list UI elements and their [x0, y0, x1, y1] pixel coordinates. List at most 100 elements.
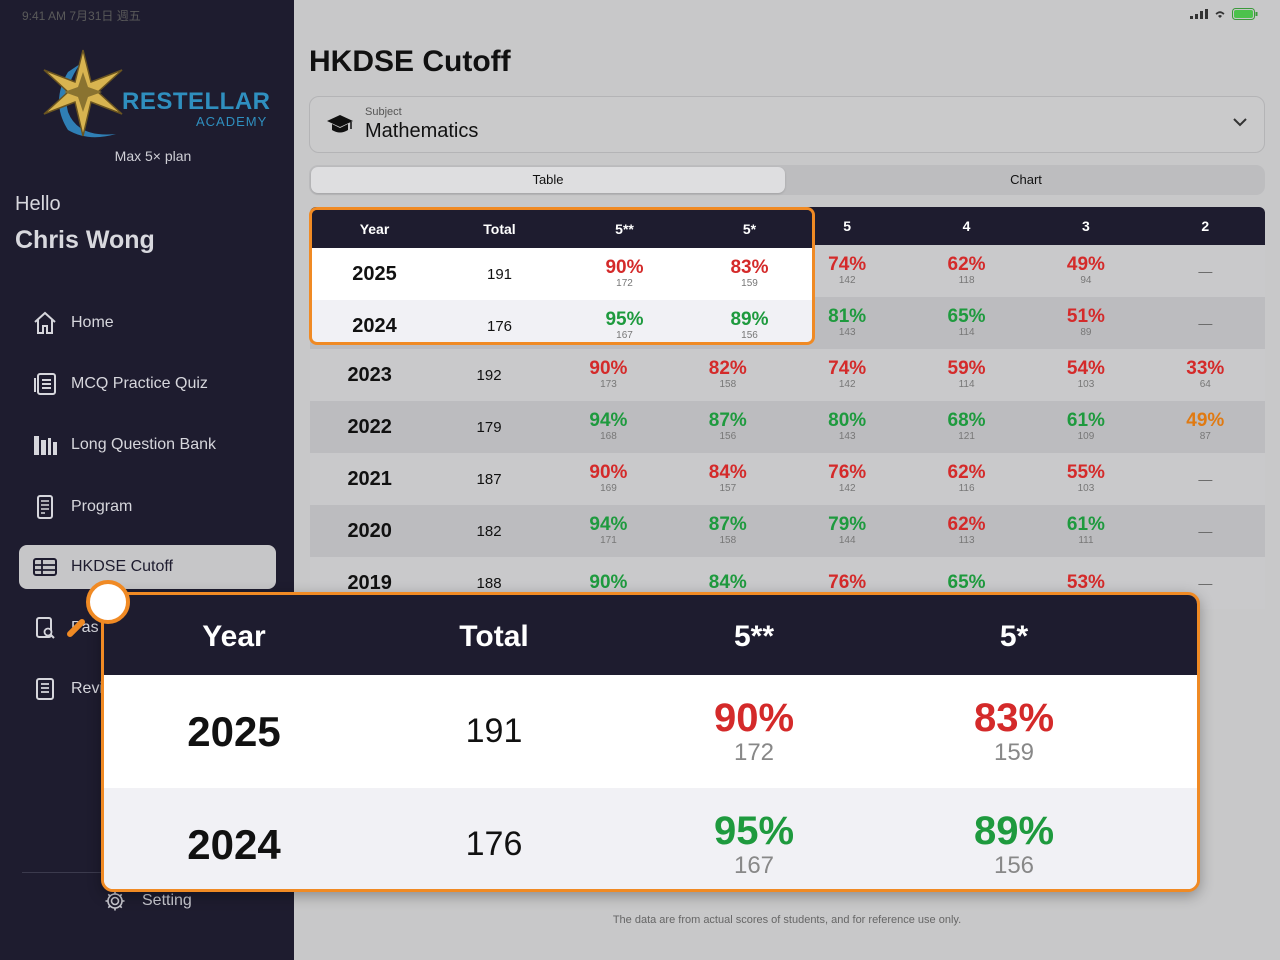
column-header: Total — [459, 620, 529, 653]
view-segmented-control: Table Chart — [309, 165, 1265, 195]
grade-percent: 62% — [947, 462, 986, 483]
grade-cell: 51% 89 — [1026, 297, 1145, 349]
home-icon — [19, 311, 71, 335]
grade-cell: 90%172 — [624, 675, 884, 788]
sidebar-item-hkdse-cutoff[interactable]: HKDSE Cutoff — [19, 545, 276, 589]
grade-percent: 76% — [828, 572, 867, 593]
grade-score: 159 — [741, 278, 758, 289]
grade-cell: 76% 142 — [788, 453, 907, 505]
grade-cell: 49% 94 — [1026, 245, 1145, 297]
total-cell: 187 — [476, 470, 502, 488]
grade-cell: 74% 142 — [788, 349, 907, 401]
grade-percent: 61% — [1066, 514, 1105, 535]
grade-score: 172 — [733, 738, 775, 766]
table-row: 2022 179 94% 168 87% 156 80% 143 68% 121 61% 109 49%… — [310, 401, 1265, 453]
sidebar-item-label: MCQ Practice Quiz — [71, 375, 208, 392]
zoom-body: 2025 191 90% 172 83% 159 2024 176 95% 167 89% 156 — [104, 675, 1197, 889]
review-book-icon — [19, 677, 71, 701]
graduation-cap-icon — [327, 115, 353, 133]
grade-cell: 95%167 — [562, 300, 687, 342]
grade-percent: 87% — [708, 410, 747, 431]
grade-score: 118 — [958, 275, 975, 286]
year-cell: 2019 — [347, 571, 392, 594]
sidebar-item-program[interactable]: Program — [19, 485, 276, 529]
grade-score: 156 — [741, 330, 758, 341]
column-header: Total — [483, 221, 516, 237]
grade-percent: 55% — [1066, 462, 1105, 483]
grade-percent: 90% — [589, 462, 628, 483]
grade-cell: — — [1146, 297, 1265, 349]
total-cell: 188 — [476, 574, 502, 592]
table-icon — [19, 557, 71, 577]
grade-percent: 82% — [708, 358, 747, 379]
year-cell: 2024 — [352, 314, 397, 337]
grade-score: 157 — [719, 483, 737, 494]
tab-table[interactable]: Table — [311, 167, 785, 193]
grade-percent: 49% — [1186, 410, 1225, 431]
greeting: Hello — [15, 193, 61, 215]
total-cell: 191 — [486, 265, 513, 283]
empty-value: — — [1198, 575, 1213, 591]
grade-percent: 49% — [1066, 254, 1105, 275]
grade-percent: 62% — [947, 254, 986, 275]
sidebar-item-home[interactable]: Home — [19, 301, 276, 345]
year-cell: 2025 — [187, 707, 281, 755]
grade-score: 64 — [1199, 379, 1211, 390]
grade-score: 171 — [600, 535, 617, 546]
grade-score: 142 — [838, 483, 856, 494]
total-cell: 176 — [486, 317, 513, 335]
grade-percent: 89% — [730, 309, 769, 330]
grade-cell: 87% 156 — [668, 401, 787, 453]
grade-cell: 76% — [788, 557, 907, 609]
grade-cell: 49% 87 — [1146, 401, 1265, 453]
grade-percent: 76% — [828, 462, 867, 483]
grade-score: 121 — [958, 431, 975, 442]
grade-score: 156 — [993, 851, 1035, 879]
grade-score: 143 — [838, 431, 856, 442]
zoom-row: 2025 191 90% 172 83% 159 — [104, 675, 1197, 788]
sidebar-item-mcq[interactable]: MCQ Practice Quiz — [19, 362, 276, 406]
grade-percent: 95% — [713, 808, 795, 853]
column-header: 5* — [742, 221, 757, 237]
magnifier-icon — [67, 580, 130, 637]
grade-cell: 54% 103 — [1026, 349, 1145, 401]
grade-cell: 82% 158 — [668, 349, 787, 401]
setting-button[interactable]: Setting — [104, 890, 192, 912]
grade-cell: 59% 114 — [907, 349, 1026, 401]
empty-value: — — [1198, 315, 1213, 331]
grade-cell: — — [1146, 557, 1265, 609]
grade-score: 144 — [838, 535, 856, 546]
grade-cell: 83%159 — [884, 675, 1144, 788]
grade-percent: 51% — [1066, 306, 1105, 327]
year-cell: 2023 — [347, 363, 392, 386]
paper-search-icon — [19, 616, 71, 640]
grade-cell: 90% — [549, 557, 668, 609]
grade-cell: 65% — [907, 557, 1026, 609]
grade-percent: 83% — [973, 695, 1055, 740]
tab-chart[interactable]: Chart — [1010, 172, 1042, 187]
grade-score: 109 — [1077, 431, 1095, 442]
subject-dropdown[interactable]: Subject Mathematics — [309, 96, 1265, 153]
empty-value: — — [1198, 263, 1213, 279]
sidebar-item-label: HKDSE Cutoff — [71, 558, 173, 575]
grade-percent: 54% — [1066, 358, 1105, 379]
status-time: 9:41 AM 7月31日 週五 — [22, 9, 141, 23]
grade-percent: 33% — [1186, 358, 1225, 379]
grade-percent: 79% — [828, 514, 867, 535]
sidebar-item-review[interactable]: Revi — [19, 667, 276, 711]
highlight-body: 2025 191 90% 172 83% 159 2024 176 95% 167 89% 156 — [312, 248, 812, 342]
total-cell: 179 — [476, 418, 502, 436]
grade-score: 103 — [1077, 483, 1095, 494]
grade-score: 111 — [1078, 535, 1094, 546]
highlight-header: Year Total 5** 5* — [312, 210, 812, 248]
zoom-callout: Year Total 5** 5* 2025 191 90% 172 83% 159 2024 17… — [101, 592, 1200, 892]
sidebar-item-long-question[interactable]: Long Question Bank — [19, 423, 276, 467]
grade-cell: 90% 169 — [549, 453, 668, 505]
grade-cell: 83%159 — [687, 248, 812, 300]
highlight-row: 2024 176 95% 167 89% 156 — [312, 300, 812, 342]
column-header: Year — [359, 221, 390, 237]
grade-percent: 74% — [828, 358, 867, 379]
grade-cell: 33% 64 — [1146, 349, 1265, 401]
grade-cell: 94% 171 — [549, 505, 668, 557]
grade-score: 168 — [600, 431, 617, 442]
